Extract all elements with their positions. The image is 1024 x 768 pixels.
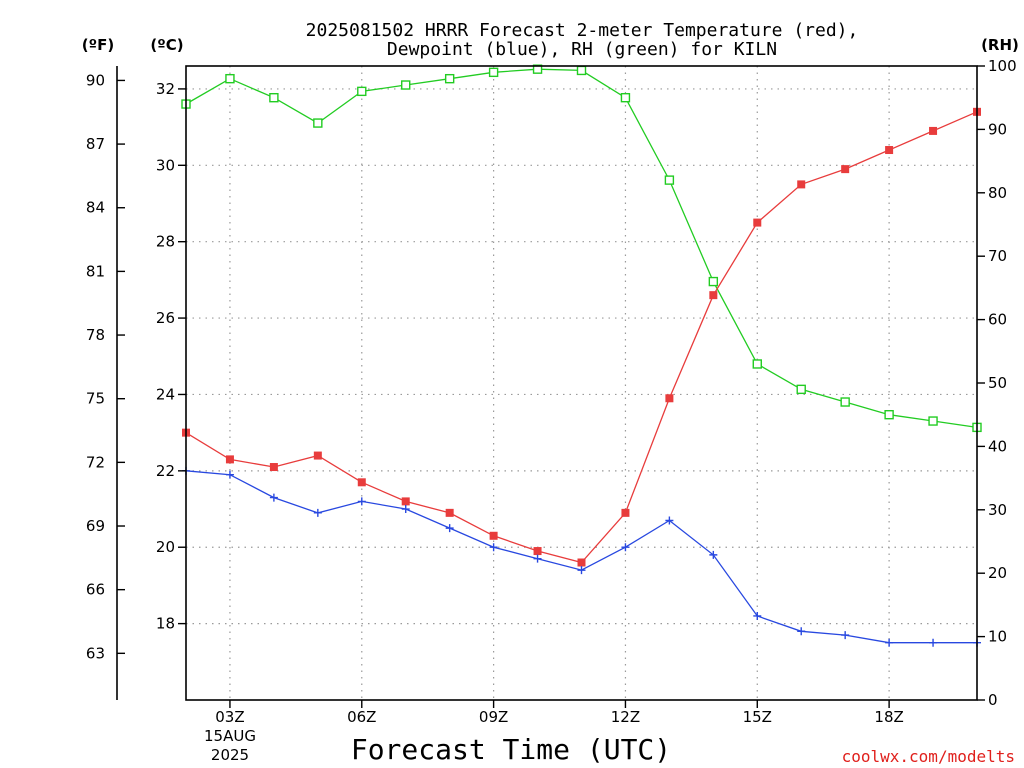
- dewpoint-point-8z: [445, 524, 454, 533]
- fahrenheit-tick-label-69: 69: [86, 517, 105, 535]
- dewpoint-point-9z: [489, 543, 498, 552]
- rh-point-10z: [532, 64, 543, 74]
- dewpoint-point-18z: [885, 638, 894, 647]
- rh-point-11z: [576, 65, 587, 76]
- temperature-point-6z: [357, 478, 366, 487]
- x-tick-label-06Z: 06Z: [347, 708, 376, 726]
- celsius-tick-label-28: 28: [156, 233, 175, 251]
- rh-tick-label-20: 20: [988, 564, 1007, 582]
- celsius-tick-label-30: 30: [156, 156, 175, 174]
- rh-point-18z: [884, 410, 894, 420]
- x-tick-label-03Z: 03Z: [215, 708, 244, 726]
- temperature-point-17z: [841, 165, 850, 174]
- temperature-point-14z: [709, 291, 718, 300]
- celsius-unit-label: (ºC): [150, 36, 183, 54]
- temperature-point-3z: [225, 455, 234, 464]
- temperature-point-9z: [489, 531, 498, 540]
- celsius-tick-label-24: 24: [156, 385, 175, 403]
- rh-unit-label: (RH): [981, 36, 1019, 54]
- rh-point-4z: [269, 92, 279, 103]
- fahrenheit-tick-label-84: 84: [86, 199, 105, 217]
- dewpoint-point-17z: [841, 631, 850, 640]
- dewpoint-point-10z: [533, 554, 542, 563]
- celsius-tick-label-22: 22: [156, 462, 175, 480]
- rh-point-9z: [488, 67, 499, 78]
- fahrenheit-tick-label-90: 90: [86, 71, 105, 89]
- rh-point-13z: [664, 175, 675, 185]
- fahrenheit-tick-label-66: 66: [86, 581, 105, 599]
- chart-title-line1: 2025081502 HRRR Forecast 2-meter Tempera…: [306, 20, 859, 41]
- dewpoint-point-3z: [225, 470, 234, 479]
- dewpoint-point-14z: [709, 550, 718, 559]
- temperature-point-8z: [445, 508, 454, 517]
- x-tick-label-18Z: 18Z: [874, 708, 903, 726]
- dewpoint-point-6z: [357, 497, 366, 506]
- dewpoint-point-7z: [401, 505, 410, 514]
- fahrenheit-tick-label-75: 75: [86, 390, 105, 408]
- series-layer: [181, 64, 982, 647]
- rh-point-16z: [796, 384, 806, 395]
- temperature-point-11z: [577, 558, 586, 567]
- rh-tick-label-90: 90: [988, 120, 1007, 138]
- temperature-point-12z: [621, 508, 630, 517]
- credit-text: coolwx.com/modelts: [842, 747, 1015, 766]
- rh-point-17z: [840, 397, 850, 407]
- temperature-point-15z: [753, 218, 762, 227]
- rh-point-7z: [401, 80, 411, 90]
- year-label: 2025: [211, 746, 249, 764]
- rh-tick-label-30: 30: [988, 501, 1007, 519]
- rh-tick-label-50: 50: [988, 374, 1007, 392]
- rh-tick-label-10: 10: [988, 628, 1007, 646]
- fahrenheit-tick-label-78: 78: [86, 326, 105, 344]
- celsius-tick-label-32: 32: [156, 80, 175, 98]
- dewpoint-point-15z: [753, 611, 762, 620]
- rh-point-6z: [357, 86, 367, 97]
- dewpoint-point-19z: [929, 638, 938, 647]
- x-tick-label-09Z: 09Z: [479, 708, 508, 726]
- rh-tick-label-40: 40: [988, 437, 1007, 455]
- celsius-tick-label-26: 26: [156, 309, 175, 327]
- rh-tick-label-60: 60: [988, 311, 1007, 329]
- rh-tick-label-100: 100: [988, 57, 1017, 75]
- celsius-tick-label-20: 20: [156, 538, 175, 556]
- rh-tick-label-80: 80: [988, 184, 1007, 202]
- axes-layer: [116, 65, 985, 708]
- temperature-point-4z: [269, 463, 278, 472]
- rh-point-14z: [708, 276, 719, 287]
- rh-tick-label-0: 0: [988, 691, 998, 709]
- x-axis-title: Forecast Time (UTC): [351, 733, 671, 766]
- temperature-point-5z: [313, 451, 322, 460]
- rh-point-3z: [225, 73, 235, 84]
- x-tick-label-15Z: 15Z: [743, 708, 772, 726]
- rh-point-19z: [928, 416, 938, 426]
- fahrenheit-tick-label-87: 87: [86, 135, 105, 153]
- rh-point-5z: [313, 118, 323, 128]
- rh-point-12z: [620, 92, 631, 103]
- temperature-point-18z: [885, 146, 894, 155]
- tick-labels: 03Z 06Z 09Z 12Z 15Z 18Z 18 20 22 24 26 28 30 32 63 66 69…: [86, 57, 1017, 726]
- fahrenheit-tick-label-72: 72: [86, 453, 105, 471]
- temperature-point-19z: [929, 126, 938, 135]
- date-label: 15AUG: [204, 727, 256, 745]
- celsius-tick-label-18: 18: [156, 615, 175, 633]
- dewpoint-point-5z: [313, 508, 322, 517]
- rh-point-8z: [444, 73, 455, 84]
- temperature-point-7z: [401, 497, 410, 506]
- rh-tick-label-70: 70: [988, 247, 1007, 265]
- temperature-point-16z: [797, 180, 806, 189]
- fahrenheit-tick-label-81: 81: [86, 262, 105, 280]
- chart-title-line2: Dewpoint (blue), RH (green) for KILN: [387, 39, 777, 60]
- dewpoint-point-11z: [577, 566, 586, 575]
- dewpoint-point-12z: [621, 543, 630, 552]
- rh-point-15z: [752, 359, 762, 369]
- fahrenheit-unit-label: (ºF): [82, 36, 114, 54]
- dewpoint-point-4z: [269, 493, 278, 502]
- dewpoint-point-16z: [797, 627, 806, 636]
- fahrenheit-tick-label-63: 63: [86, 644, 105, 662]
- temperature-point-13z: [665, 394, 674, 403]
- x-tick-label-12Z: 12Z: [611, 708, 640, 726]
- temperature-point-10z: [533, 547, 542, 556]
- dewpoint-point-13z: [665, 516, 674, 525]
